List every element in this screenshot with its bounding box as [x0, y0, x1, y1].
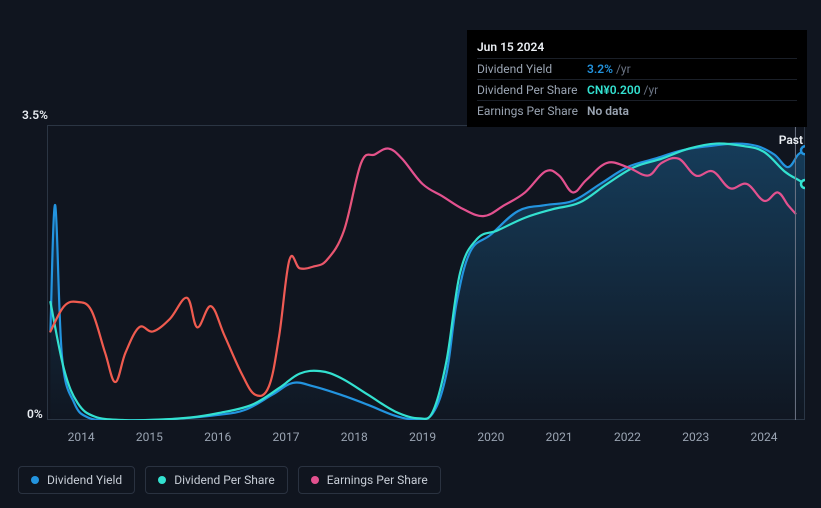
- x-axis: 2014 2015 2016 2017 2018 2019 2020 2021 2022 2023…: [47, 430, 805, 448]
- x-tick: 2019: [409, 430, 436, 444]
- line-chart: [47, 125, 805, 420]
- legend-label: Dividend Yield: [47, 473, 122, 487]
- x-tick: 2021: [546, 430, 573, 444]
- x-tick: 2024: [751, 430, 778, 444]
- x-tick: 2023: [682, 430, 709, 444]
- legend-item[interactable]: Dividend Yield: [18, 466, 135, 494]
- legend-label: Earnings Per Share: [327, 473, 428, 487]
- tooltip-value: No data: [587, 104, 629, 118]
- tooltip-row: Dividend Per ShareCN¥0.200 /yr: [477, 79, 797, 100]
- tooltip-row: Earnings Per ShareNo data: [477, 100, 797, 121]
- y-axis-max-label: 3.5%: [22, 108, 48, 122]
- tooltip-label: Earnings Per Share: [477, 104, 587, 118]
- legend-item[interactable]: Earnings Per Share: [298, 466, 441, 494]
- hover-tooltip: Jun 15 2024 Dividend Yield3.2% /yrDivide…: [467, 30, 807, 127]
- tooltip-value: 3.2% /yr: [587, 62, 631, 76]
- tooltip-label: Dividend Per Share: [477, 83, 587, 97]
- x-tick: 2016: [204, 430, 231, 444]
- tooltip-row: Dividend Yield3.2% /yr: [477, 58, 797, 79]
- x-tick: 2022: [614, 430, 641, 444]
- x-tick: 2014: [68, 430, 95, 444]
- x-tick: 2020: [477, 430, 504, 444]
- x-tick: 2015: [136, 430, 163, 444]
- legend-label: Dividend Per Share: [174, 473, 275, 487]
- legend: Dividend Yield Dividend Per Share Earnings…: [18, 466, 441, 494]
- legend-dot-icon: [158, 476, 166, 484]
- past-label: Past: [779, 133, 803, 147]
- tooltip-label: Dividend Yield: [477, 62, 587, 76]
- legend-item[interactable]: Dividend Per Share: [145, 466, 288, 494]
- x-tick: 2018: [341, 430, 368, 444]
- tooltip-value: CN¥0.200 /yr: [587, 83, 658, 97]
- chart-area[interactable]: [47, 125, 805, 420]
- legend-dot-icon: [311, 476, 319, 484]
- legend-dot-icon: [31, 476, 39, 484]
- y-axis-min-label: 0%: [27, 407, 43, 421]
- tooltip-date: Jun 15 2024: [477, 36, 797, 58]
- x-tick: 2017: [273, 430, 300, 444]
